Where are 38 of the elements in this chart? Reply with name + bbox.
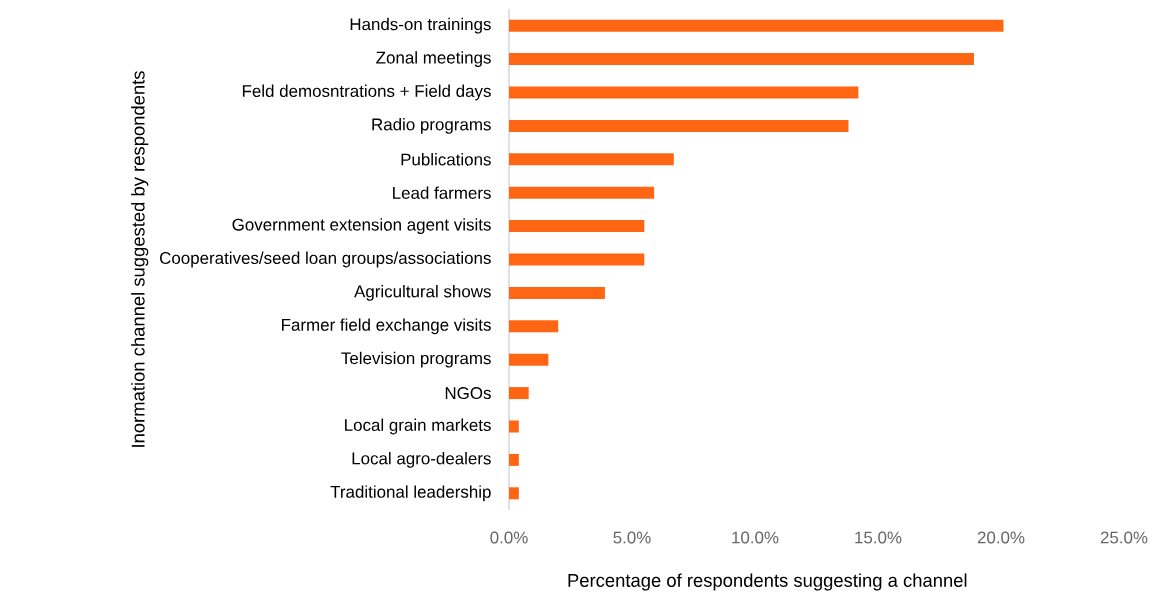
y-tick-label: Lead farmers: [393, 186, 491, 199]
bar: [509, 153, 674, 166]
x-tick-label: 15.0%: [855, 531, 902, 544]
x-tick-label: 10.0%: [732, 531, 779, 544]
x-tick-label: 0.0%: [490, 531, 528, 544]
bar: [509, 487, 519, 500]
bar: [509, 53, 974, 66]
y-tick-label: Agricultural shows: [354, 285, 491, 301]
y-tick-label: Feld demosntrations + Field days: [242, 84, 491, 101]
bar: [509, 387, 529, 400]
bar: [509, 220, 645, 233]
bar: [509, 353, 549, 366]
x-tick-label: 25.0%: [1100, 531, 1148, 544]
y-tick-label: Publications: [401, 153, 491, 166]
bar: [509, 286, 605, 299]
y-tick-label: Hands-on trainings: [350, 17, 491, 34]
bar: [509, 119, 849, 132]
y-tick-label: Cooperatives/seed loan groups/associations: [160, 251, 491, 268]
bar: [509, 320, 559, 333]
y-tick-label: Radio programs: [372, 118, 491, 134]
bar: [509, 19, 1004, 32]
y-tick-label: Local agro-dealers: [352, 452, 491, 468]
x-axis-title: Percentage of respondents suggesting a channel: [568, 573, 967, 591]
x-tick-label: 20.0%: [977, 531, 1025, 544]
y-tick-label: Local grain markets: [345, 418, 491, 435]
y-tick-label: Government extension agent visits: [232, 218, 491, 234]
bar: [509, 86, 859, 99]
y-tick-label: NGOs: [445, 387, 491, 400]
bar: [509, 453, 519, 466]
bar: [509, 186, 655, 199]
y-tick-label: Zonal meetings: [376, 51, 491, 67]
x-tick-label: 5.0%: [613, 531, 651, 544]
bar: [509, 420, 519, 433]
y-axis-title: Inormation channel suggested by respondents: [131, 71, 149, 447]
y-tick-label: Farmer field exchange visits: [282, 318, 491, 335]
bar: [509, 253, 645, 266]
y-tick-label: Television programs: [341, 351, 491, 368]
y-tick-label: Traditional leadership: [330, 485, 491, 502]
